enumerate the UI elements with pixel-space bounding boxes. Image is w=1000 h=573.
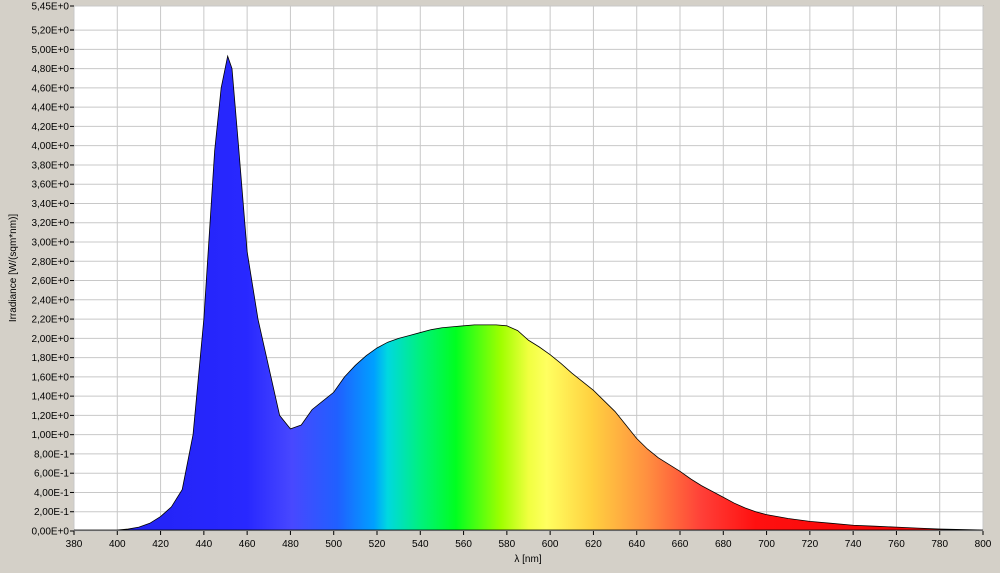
x-tick-label: 560 (455, 539, 472, 550)
x-tick-label: 460 (239, 539, 256, 550)
y-tick-label: 3,40E+0 (31, 199, 69, 210)
y-axis-title: Irradiance [W/(sqm*nm)] (8, 214, 19, 323)
y-tick-label: 2,40E+0 (31, 295, 69, 306)
y-tick-label: 5,20E+0 (31, 26, 69, 37)
y-tick-label: 2,00E+0 (31, 334, 69, 345)
x-tick-label: 420 (152, 539, 169, 550)
y-tick-label: 4,20E+0 (31, 122, 69, 133)
y-tick-label: 3,00E+0 (31, 238, 69, 249)
x-tick-label: 680 (715, 539, 732, 550)
y-tick-label: 8,00E-1 (34, 449, 69, 460)
y-tick-label: 4,40E+0 (31, 103, 69, 114)
y-tick-label: 4,00E+0 (31, 141, 69, 152)
y-tick-label: 5,45E+0 (31, 2, 69, 13)
y-tick-label: 1,00E+0 (31, 430, 69, 441)
y-tick-label: 6,00E-1 (34, 469, 69, 480)
y-tick-label: 2,80E+0 (31, 257, 69, 268)
y-tick-label: 5,00E+0 (31, 45, 69, 56)
x-tick-label: 440 (196, 539, 213, 550)
x-tick-label: 620 (585, 539, 602, 550)
x-tick-label: 800 (975, 539, 992, 550)
y-tick-label: 2,00E-1 (34, 507, 69, 518)
x-tick-label: 780 (931, 539, 948, 550)
x-tick-label: 640 (628, 539, 645, 550)
y-tick-label: 1,80E+0 (31, 353, 69, 364)
y-tick-label: 0,00E+0 (31, 527, 69, 538)
x-tick-label: 580 (499, 539, 516, 550)
y-tick-label: 4,80E+0 (31, 64, 69, 75)
x-tick-label: 660 (672, 539, 689, 550)
y-tick-label: 2,20E+0 (31, 315, 69, 326)
x-tick-label: 480 (282, 539, 299, 550)
x-tick-label: 540 (412, 539, 429, 550)
x-tick-label: 600 (542, 539, 559, 550)
y-tick-label: 2,60E+0 (31, 276, 69, 287)
x-tick-label: 760 (888, 539, 905, 550)
y-tick-label: 3,20E+0 (31, 218, 69, 229)
y-tick-label: 1,20E+0 (31, 411, 69, 422)
x-tick-label: 400 (109, 539, 126, 550)
x-tick-label: 700 (758, 539, 775, 550)
y-tick-label: 3,60E+0 (31, 180, 69, 191)
y-tick-label: 3,80E+0 (31, 160, 69, 171)
y-tick-label: 1,40E+0 (31, 392, 69, 403)
x-tick-label: 720 (802, 539, 819, 550)
spectrum-area (74, 54, 984, 531)
x-tick-label: 500 (325, 539, 342, 550)
x-tick-label: 740 (845, 539, 862, 550)
x-tick-label: 380 (66, 539, 83, 550)
x-tick-label: 520 (369, 539, 386, 550)
y-tick-label: 4,60E+0 (31, 83, 69, 94)
y-tick-label: 4,00E-1 (34, 488, 69, 499)
y-tick-label: 1,60E+0 (31, 372, 69, 383)
x-axis-title: λ [nm] (514, 554, 541, 565)
